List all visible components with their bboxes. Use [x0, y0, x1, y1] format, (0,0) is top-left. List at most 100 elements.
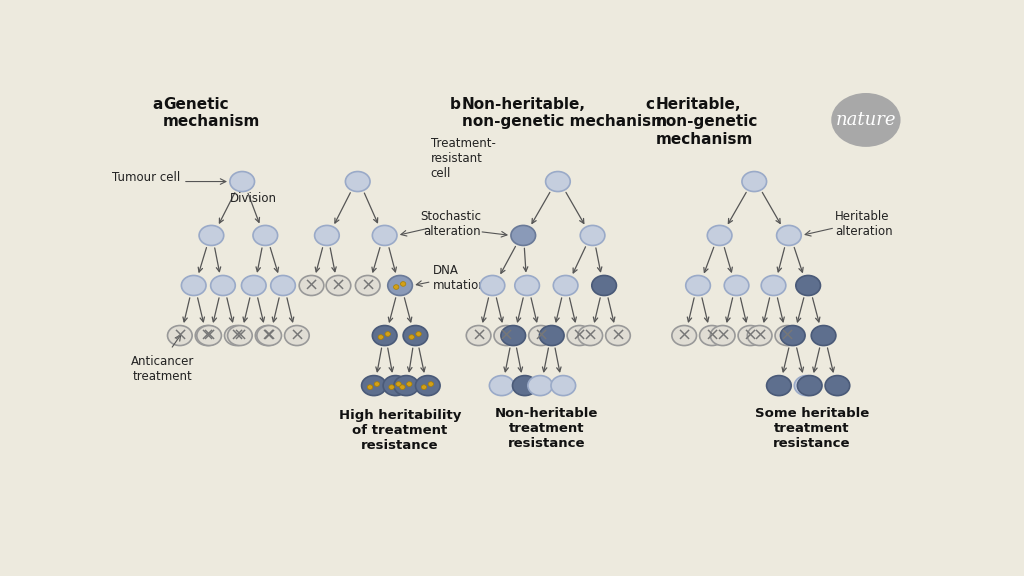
Ellipse shape: [383, 376, 408, 396]
Ellipse shape: [466, 325, 490, 346]
Ellipse shape: [197, 325, 221, 346]
Ellipse shape: [416, 376, 440, 396]
Text: Stochastic
alteration: Stochastic alteration: [420, 210, 481, 238]
Ellipse shape: [798, 376, 822, 396]
Text: ×: ×: [705, 327, 720, 344]
Text: ×: ×: [742, 327, 758, 344]
Ellipse shape: [373, 325, 397, 346]
Ellipse shape: [388, 275, 413, 295]
Ellipse shape: [811, 325, 836, 346]
Ellipse shape: [199, 225, 223, 245]
Ellipse shape: [428, 382, 433, 386]
Text: Anticancer
treatment: Anticancer treatment: [131, 355, 195, 383]
Text: ×: ×: [534, 327, 549, 344]
Ellipse shape: [314, 225, 339, 245]
Text: ×: ×: [200, 327, 215, 344]
Ellipse shape: [394, 376, 419, 396]
Ellipse shape: [385, 332, 390, 336]
Text: ×: ×: [572, 327, 587, 344]
Ellipse shape: [355, 275, 380, 295]
Ellipse shape: [738, 325, 763, 346]
Ellipse shape: [421, 385, 427, 389]
Text: Tumour cell: Tumour cell: [113, 171, 180, 184]
Ellipse shape: [511, 225, 536, 245]
Ellipse shape: [168, 325, 193, 346]
Ellipse shape: [708, 225, 732, 245]
Text: a: a: [153, 97, 163, 112]
Text: ×: ×: [232, 327, 248, 344]
Ellipse shape: [368, 385, 373, 389]
Ellipse shape: [748, 325, 772, 346]
Text: b: b: [451, 97, 461, 112]
Text: ×: ×: [304, 276, 319, 294]
Ellipse shape: [378, 335, 384, 339]
Text: ×: ×: [677, 327, 692, 344]
Text: Division: Division: [230, 192, 278, 204]
Text: Heritable,
non-genetic
mechanism: Heritable, non-genetic mechanism: [655, 97, 758, 147]
Text: ×: ×: [261, 327, 276, 344]
Text: nature: nature: [836, 111, 896, 129]
Ellipse shape: [409, 335, 415, 339]
Ellipse shape: [775, 325, 800, 346]
Ellipse shape: [742, 172, 767, 192]
Text: ×: ×: [172, 327, 187, 344]
Text: Treatment-
resistant
cell: Treatment- resistant cell: [431, 137, 496, 180]
Text: Non-heritable,
non-genetic mechanism: Non-heritable, non-genetic mechanism: [462, 97, 667, 129]
Ellipse shape: [686, 275, 711, 295]
Text: ×: ×: [260, 327, 275, 344]
Ellipse shape: [396, 382, 401, 386]
Text: ×: ×: [583, 327, 598, 344]
Ellipse shape: [373, 225, 397, 245]
Text: ×: ×: [715, 327, 730, 344]
Ellipse shape: [374, 382, 380, 386]
Ellipse shape: [528, 325, 553, 346]
Text: High heritability
of treatment
resistance: High heritability of treatment resistanc…: [339, 409, 461, 452]
Ellipse shape: [581, 225, 605, 245]
Ellipse shape: [711, 325, 735, 346]
Text: ×: ×: [331, 276, 346, 294]
Ellipse shape: [270, 275, 295, 295]
Ellipse shape: [393, 285, 399, 289]
Ellipse shape: [515, 275, 540, 295]
Ellipse shape: [345, 172, 370, 192]
Text: Some heritable
treatment
resistance: Some heritable treatment resistance: [755, 407, 869, 450]
Ellipse shape: [578, 325, 602, 346]
Ellipse shape: [796, 275, 820, 295]
Ellipse shape: [326, 275, 351, 295]
Ellipse shape: [553, 275, 578, 295]
Ellipse shape: [403, 325, 428, 346]
Ellipse shape: [285, 325, 309, 346]
Ellipse shape: [605, 325, 631, 346]
Ellipse shape: [501, 325, 525, 346]
Ellipse shape: [780, 325, 805, 346]
Ellipse shape: [389, 385, 394, 389]
Ellipse shape: [255, 325, 280, 346]
Text: Non-heritable
treatment
resistance: Non-heritable treatment resistance: [495, 407, 598, 450]
Ellipse shape: [795, 376, 819, 396]
Ellipse shape: [196, 325, 220, 346]
Ellipse shape: [400, 282, 406, 286]
Ellipse shape: [299, 275, 324, 295]
Ellipse shape: [831, 93, 900, 147]
Text: ×: ×: [610, 327, 626, 344]
Text: ×: ×: [471, 327, 486, 344]
Ellipse shape: [416, 332, 421, 336]
Text: Heritable
alteration: Heritable alteration: [836, 210, 893, 238]
Ellipse shape: [551, 376, 575, 396]
Ellipse shape: [528, 376, 553, 396]
Ellipse shape: [761, 275, 785, 295]
Ellipse shape: [224, 325, 249, 346]
Ellipse shape: [480, 275, 505, 295]
Ellipse shape: [399, 385, 406, 389]
Ellipse shape: [512, 376, 538, 396]
Ellipse shape: [211, 275, 236, 295]
Text: ×: ×: [752, 327, 767, 344]
Text: ×: ×: [229, 327, 245, 344]
Text: ×: ×: [290, 327, 304, 344]
Ellipse shape: [253, 225, 278, 245]
Ellipse shape: [230, 172, 255, 192]
Text: Genetic
mechanism: Genetic mechanism: [163, 97, 260, 129]
Ellipse shape: [181, 275, 206, 295]
Ellipse shape: [227, 325, 252, 346]
Ellipse shape: [672, 325, 696, 346]
